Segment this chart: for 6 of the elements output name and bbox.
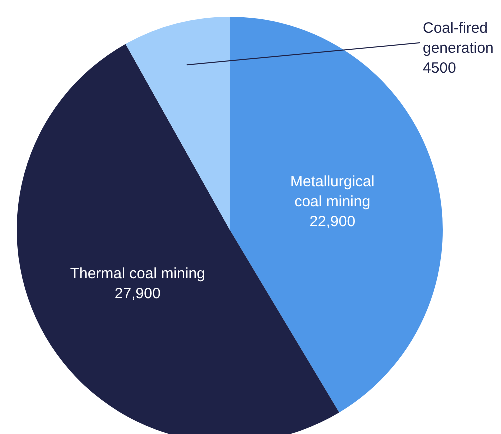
slice-label: Thermal coal mining: [70, 265, 206, 282]
slice-label: Coal-fired generation: [423, 20, 494, 57]
slice-label: Metallurgical coal mining: [290, 174, 375, 211]
data-label: 27,900: [114, 285, 161, 302]
data-label: 4500: [423, 60, 456, 77]
data-label: 22,900: [310, 214, 356, 231]
